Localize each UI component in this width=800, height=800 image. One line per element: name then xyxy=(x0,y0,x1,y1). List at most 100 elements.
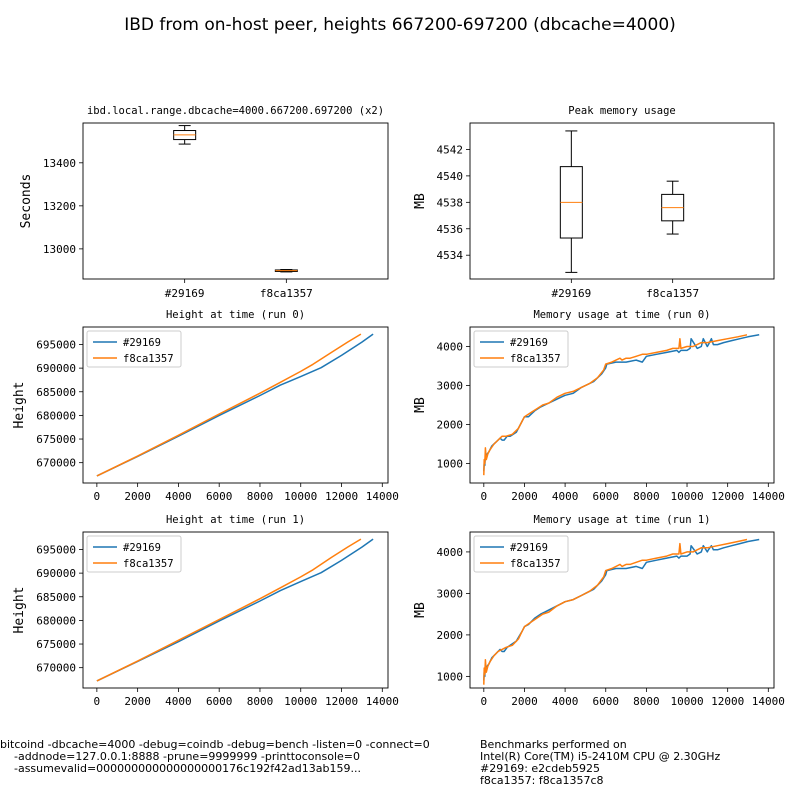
height-run0-line-panel: Height at time (run 0) 670000 675000 680000… xyxy=(12,309,399,503)
x-tick-label: 2000 xyxy=(511,695,538,708)
x-tick-label: 12000 xyxy=(711,490,744,503)
x-tick-label: f8ca1357 xyxy=(646,287,699,300)
panel-title: Height at time (run 1) xyxy=(166,514,305,526)
panel-title: ibd.local.range.dbcache=4000.667200.6972… xyxy=(87,105,384,117)
x-tick-label: 0 xyxy=(481,490,488,503)
x-tick-label: 10000 xyxy=(670,695,703,708)
y-tick-label: 3000 xyxy=(437,380,464,393)
series-line-pr29169 xyxy=(483,334,760,472)
x-tick-label: 14000 xyxy=(752,695,785,708)
x-tick-label: 4000 xyxy=(552,695,579,708)
x-tick-label: 2000 xyxy=(124,490,151,503)
y-tick-label: 2000 xyxy=(437,629,464,642)
command-line-text: bitcoind -dbcache=4000 -debug=coindb -de… xyxy=(0,738,430,775)
series-line-f8ca1357 xyxy=(483,334,748,476)
x-tick-label: 0 xyxy=(481,695,488,708)
axes-frame xyxy=(82,122,389,280)
y-tick-label: 2000 xyxy=(437,419,464,432)
y-tick-label: 685000 xyxy=(36,386,76,399)
y-tick-label: 4534 xyxy=(437,249,464,262)
x-tick-label: 4000 xyxy=(165,695,192,708)
y-axis-label: Seconds xyxy=(19,174,34,229)
x-tick-label: 8000 xyxy=(247,695,274,708)
y-tick-label: 4538 xyxy=(437,196,464,209)
panel-title: Memory usage at time (run 1) xyxy=(533,514,710,526)
y-tick-label: 1000 xyxy=(437,458,464,471)
height-run1-line-panel: Height at time (run 1) 670000 675000 680000… xyxy=(12,514,399,708)
y-tick-label: 13400 xyxy=(43,157,76,170)
axes-frame xyxy=(82,326,389,484)
legend-label: f8ca1357 xyxy=(510,558,561,570)
y-tick-label: 13000 xyxy=(43,243,76,256)
legend-label: #29169 xyxy=(510,337,548,349)
x-tick-label: 10000 xyxy=(284,490,317,503)
y-axis-label: Height xyxy=(12,382,27,429)
x-tick-label: 14000 xyxy=(752,490,785,503)
x-tick-label: 8000 xyxy=(633,695,660,708)
x-tick-label: 12000 xyxy=(325,490,358,503)
y-tick-label: 4536 xyxy=(437,223,464,236)
y-tick-label: 690000 xyxy=(36,362,76,375)
runtime-boxplot-panel: ibd.local.range.dbcache=4000.667200.6972… xyxy=(19,105,389,300)
x-tick-label: 12000 xyxy=(325,695,358,708)
x-tick-label: 6000 xyxy=(592,490,619,503)
y-tick-label: 695000 xyxy=(36,338,76,351)
x-tick-label: 8000 xyxy=(247,490,274,503)
peak-memory-boxplot-panel: Peak memory usage 4534 4536 4538 4540 4542 MB #… xyxy=(413,105,775,300)
series-line-f8ca1357 xyxy=(96,538,362,682)
x-tick-label: 14000 xyxy=(366,695,399,708)
y-tick-label: 670000 xyxy=(36,457,76,470)
axes-frame xyxy=(82,531,389,689)
y-tick-label: 4000 xyxy=(437,341,464,354)
x-tick-label: f8ca1357 xyxy=(260,287,313,300)
benchmark-info-text: Benchmarks performed on Intel(R) Core(TM… xyxy=(480,738,721,787)
y-tick-label: 13200 xyxy=(43,200,76,213)
panel-title: Memory usage at time (run 0) xyxy=(533,309,710,321)
axes-frame xyxy=(469,531,775,689)
series-line-pr29169 xyxy=(96,538,374,682)
y-axis-label: MB xyxy=(413,602,428,618)
y-tick-label: 4540 xyxy=(437,170,464,183)
x-tick-label: 10000 xyxy=(284,695,317,708)
y-tick-label: 3000 xyxy=(437,587,464,600)
x-tick-label: 6000 xyxy=(592,695,619,708)
x-tick-label: 8000 xyxy=(633,490,660,503)
x-tick-label: 2000 xyxy=(511,490,538,503)
axes-frame xyxy=(469,326,775,484)
y-axis-label: MB xyxy=(413,397,428,413)
y-axis-label: MB xyxy=(413,193,428,209)
legend-label: f8ca1357 xyxy=(123,353,174,365)
y-tick-label: 690000 xyxy=(36,567,76,580)
x-tick-label: 4000 xyxy=(165,490,192,503)
x-tick-label: 14000 xyxy=(366,490,399,503)
x-tick-label: 10000 xyxy=(670,490,703,503)
x-tick-label: 0 xyxy=(94,695,101,708)
y-tick-label: 680000 xyxy=(36,409,76,422)
axes-frame xyxy=(469,122,775,280)
legend-label: f8ca1357 xyxy=(510,353,561,365)
legend-label: #29169 xyxy=(510,542,548,554)
legend-label: f8ca1357 xyxy=(123,558,174,570)
y-tick-label: 4542 xyxy=(437,143,464,156)
x-tick-label: 4000 xyxy=(552,490,579,503)
x-tick-label: 0 xyxy=(94,490,101,503)
y-tick-label: 1000 xyxy=(437,670,464,683)
x-tick-label: #29169 xyxy=(551,287,591,300)
series-line-f8ca1357 xyxy=(96,333,362,477)
figure-title: IBD from on-host peer, heights 667200-69… xyxy=(124,15,676,35)
legend-label: #29169 xyxy=(123,337,161,349)
series-line-f8ca1357 xyxy=(483,538,748,685)
x-tick-label: 6000 xyxy=(206,695,233,708)
memory-run1-line-panel: Memory usage at time (run 1) 1000 2000 3000… xyxy=(413,514,785,708)
y-tick-label: 685000 xyxy=(36,591,76,604)
x-tick-label: 6000 xyxy=(206,490,233,503)
x-tick-label: 2000 xyxy=(124,695,151,708)
panel-title: Height at time (run 0) xyxy=(166,309,305,321)
y-tick-label: 4000 xyxy=(437,546,464,559)
memory-run0-line-panel: Memory usage at time (run 0) 1000 2000 3000… xyxy=(413,309,785,503)
y-tick-label: 680000 xyxy=(36,614,76,627)
x-tick-label: 12000 xyxy=(711,695,744,708)
legend-label: #29169 xyxy=(123,542,161,554)
y-tick-label: 670000 xyxy=(36,662,76,675)
panel-title: Peak memory usage xyxy=(568,105,675,117)
